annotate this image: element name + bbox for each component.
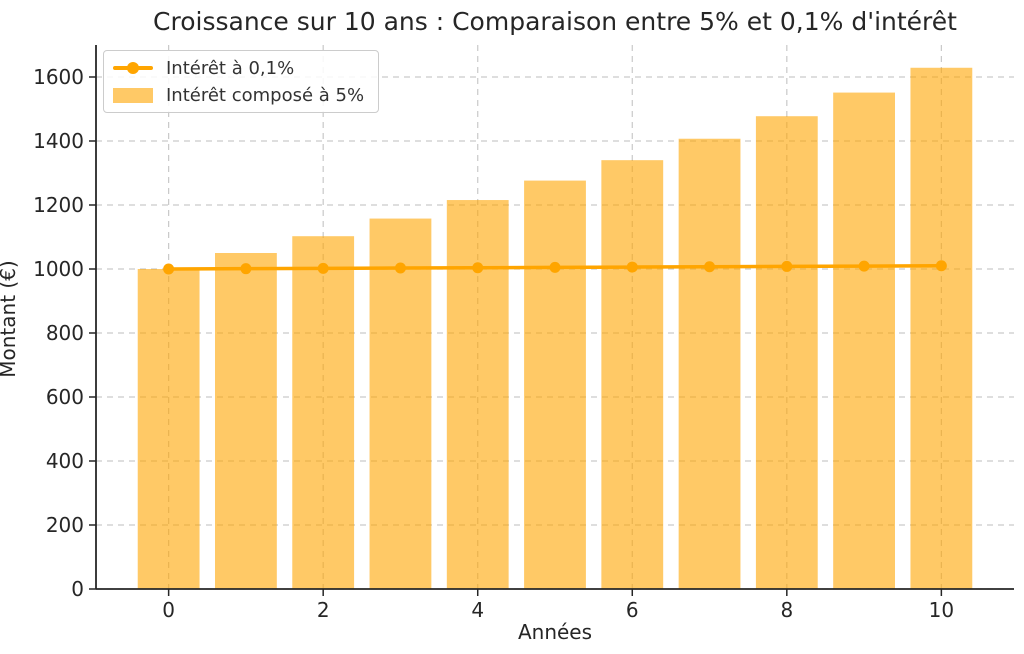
x-tick-label: 0	[162, 598, 175, 622]
data-point-marker	[704, 261, 716, 273]
data-point-marker	[317, 262, 329, 274]
legend: Intérêt à 0,1% Intérêt composé à 5%	[103, 50, 380, 113]
x-tick-label: 6	[626, 598, 639, 622]
bar	[446, 200, 509, 589]
x-tick-label: 8	[780, 598, 793, 622]
legend-item-line: Intérêt à 0,1%	[113, 56, 364, 80]
y-tick-label: 800	[46, 321, 84, 345]
data-point-marker	[240, 263, 252, 275]
bar	[292, 236, 355, 589]
legend-line-swatch	[113, 59, 153, 77]
bar	[601, 160, 664, 589]
bar	[910, 67, 973, 590]
legend-marker-dot-icon	[127, 62, 139, 74]
legend-label-bar: Intérêt composé à 5%	[166, 84, 365, 106]
x-tick-label: 10	[929, 598, 954, 622]
x-axis-label: Années	[517, 620, 593, 644]
data-point-marker	[858, 260, 870, 272]
data-point-marker	[472, 262, 484, 274]
data-point-marker	[163, 263, 175, 275]
legend-label-line: Intérêt à 0,1%	[166, 57, 295, 79]
bar	[369, 218, 432, 589]
y-tick-label: 0	[71, 577, 84, 601]
data-point-marker	[626, 261, 638, 273]
legend-bar-swatch	[113, 87, 153, 103]
bar	[137, 269, 200, 589]
x-tick-label: 2	[317, 598, 330, 622]
y-tick-label: 1000	[33, 257, 84, 281]
y-tick-label: 200	[46, 513, 84, 537]
data-point-marker	[394, 262, 406, 274]
x-tick-label: 4	[471, 598, 484, 622]
legend-item-bar: Intérêt composé à 5%	[113, 83, 364, 107]
bar	[524, 180, 586, 589]
data-point-marker	[935, 260, 947, 272]
y-tick-label: 400	[46, 449, 84, 473]
bar	[755, 116, 818, 589]
bar	[215, 253, 277, 589]
y-tick-label: 1400	[33, 129, 84, 153]
bar	[833, 92, 895, 589]
y-tick-label: 600	[46, 385, 84, 409]
data-point-marker	[549, 261, 561, 273]
data-point-marker	[781, 260, 793, 272]
bar	[678, 138, 741, 589]
y-tick-label: 1600	[33, 65, 84, 89]
chart-title: Croissance sur 10 ans : Comparaison entr…	[153, 7, 957, 36]
y-tick-label: 1200	[33, 193, 84, 217]
